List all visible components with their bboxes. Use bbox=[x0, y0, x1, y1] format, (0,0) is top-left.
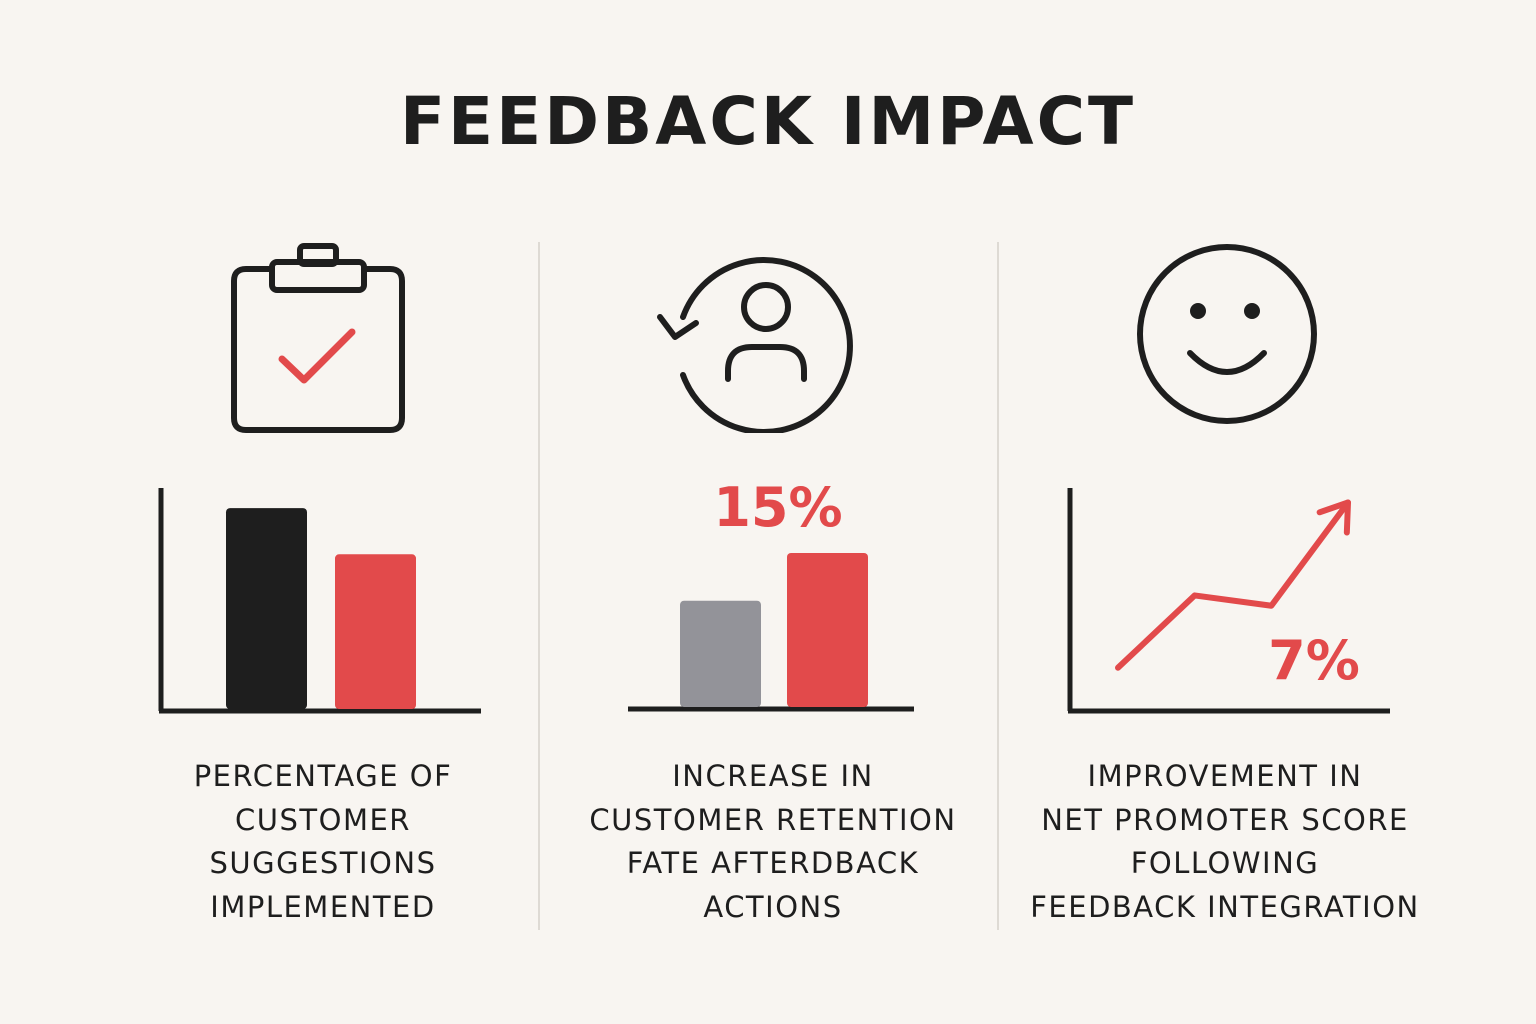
bar-suggested bbox=[335, 554, 416, 709]
retention-value-label: 15% bbox=[713, 476, 842, 539]
bar-before bbox=[680, 600, 761, 707]
clipboard-check-icon bbox=[231, 243, 405, 433]
trend-arrowhead-icon bbox=[1316, 499, 1351, 536]
suggestions-bar-chart bbox=[158, 488, 481, 714]
nps-value-label: 7% bbox=[1268, 629, 1360, 692]
retention-bar-chart: 15% bbox=[628, 476, 914, 712]
caption-line: CUSTOMER RETENTION bbox=[589, 802, 957, 837]
caption-line: INCREASE IN bbox=[672, 759, 874, 793]
caption-line: CUSTOMER bbox=[235, 802, 411, 837]
column-divider-right bbox=[997, 242, 999, 930]
caption-line: FEEDBACK INTEGRATION bbox=[1030, 889, 1420, 924]
caption-line: SUGGESTIONS bbox=[209, 846, 437, 880]
caption-line: FATE AFTERDBACK bbox=[626, 846, 920, 880]
smiley-face-icon bbox=[1137, 244, 1317, 424]
caption-line: FOLLOWING bbox=[1130, 846, 1320, 880]
bar-after bbox=[787, 553, 868, 707]
checkmark-icon bbox=[278, 328, 356, 384]
caption-line: IMPROVEMENT IN bbox=[1087, 759, 1363, 793]
caption-line: ACTIONS bbox=[703, 889, 843, 924]
smile-icon bbox=[1187, 350, 1267, 375]
user-head-icon bbox=[741, 282, 791, 332]
customer-retention-icon bbox=[657, 257, 853, 433]
caption-nps: IMPROVEMENT IN NET PROMOTER SCORE FOLLOW… bbox=[985, 755, 1465, 929]
left-eye-icon bbox=[1190, 303, 1206, 319]
page-title: FEEDBACK IMPACT bbox=[399, 83, 1137, 160]
bar-implemented bbox=[226, 508, 307, 709]
caption-retention: INCREASE IN CUSTOMER RETENTION FATE AFTE… bbox=[533, 755, 1013, 929]
user-body-icon bbox=[725, 344, 807, 382]
nps-line-chart: 7% bbox=[1067, 488, 1390, 714]
right-eye-icon bbox=[1244, 303, 1260, 319]
caption-line: PERCENTAGE OF bbox=[193, 759, 453, 793]
caption-line: NET PROMOTER SCORE bbox=[1041, 802, 1409, 837]
caption-line: IMPLEMENTED bbox=[210, 889, 436, 924]
caption-suggestions: PERCENTAGE OF CUSTOMER SUGGESTIONS IMPLE… bbox=[83, 755, 563, 929]
nps-trend-line bbox=[1115, 499, 1351, 671]
column-divider-left bbox=[538, 242, 540, 930]
